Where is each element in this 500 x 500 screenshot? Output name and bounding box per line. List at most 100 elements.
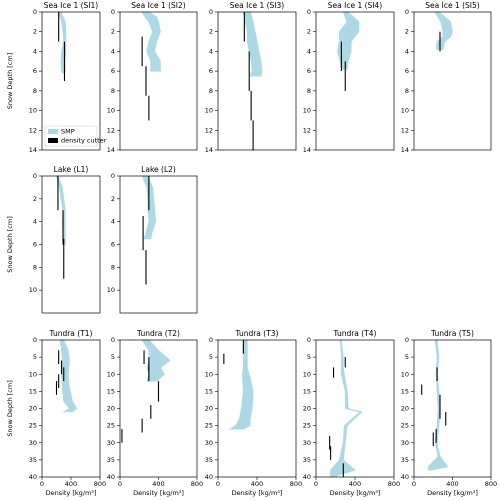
axes-frame <box>217 339 297 478</box>
y-tick-label: 35 <box>29 456 37 464</box>
panel-title: Tundra (T4) <box>333 329 377 338</box>
y-tick-label: 40 <box>107 473 115 481</box>
x-axis-label: Density [kg/m³] <box>46 489 97 497</box>
axes-frame <box>41 175 101 314</box>
y-axis-label: Snow Depth [cm] <box>6 53 14 109</box>
y-tick-label: 8 <box>33 263 37 271</box>
y-tick-label: 12 <box>29 126 37 134</box>
panel-title: Sea Ice 1 (SI2) <box>131 1 186 10</box>
y-tick-label: 10 <box>107 370 115 378</box>
axes-frame <box>217 11 297 151</box>
y-tick-label: 30 <box>29 439 37 447</box>
y-tick-label: 2 <box>33 28 37 36</box>
y-tick-label: 6 <box>307 67 311 75</box>
y-tick-label: 10 <box>29 370 37 378</box>
y-tick-label: 6 <box>111 241 115 249</box>
y-tick-label: 6 <box>405 67 409 75</box>
y-tick-label: 8 <box>111 87 115 95</box>
y-tick-label: 25 <box>303 422 311 430</box>
x-axis-label: Density [kg/m³] <box>133 489 184 497</box>
y-tick-label: 4 <box>209 47 213 55</box>
y-tick-label: 2 <box>33 195 37 203</box>
y-tick-label: 12 <box>107 126 115 134</box>
axes-frame <box>119 175 198 314</box>
x-axis-label: Density [kg/m³] <box>427 489 478 497</box>
y-tick-label: 35 <box>401 456 409 464</box>
smp-band <box>141 339 171 382</box>
x-tick-label: 0 <box>216 480 220 488</box>
smp-band <box>428 339 449 471</box>
y-tick-label: 14 <box>107 146 115 154</box>
y-tick-label: 2 <box>405 28 409 36</box>
y-tick-label: 20 <box>107 405 115 413</box>
y-tick-label: 6 <box>111 67 115 75</box>
x-tick-label: 800 <box>94 480 106 488</box>
y-tick-label: 10 <box>303 107 311 115</box>
y-tick-label: 14 <box>303 146 311 154</box>
x-tick-label: 0 <box>40 480 44 488</box>
y-tick-label: 10 <box>29 107 37 115</box>
axes-frame <box>413 339 492 478</box>
y-tick-label: 8 <box>33 87 37 95</box>
y-tick-label: 0 <box>405 336 409 344</box>
x-tick-label: 0 <box>412 480 416 488</box>
axes-frame <box>413 11 492 151</box>
smp-band <box>228 339 254 430</box>
y-tick-label: 10 <box>303 370 311 378</box>
legend-label: density cutter <box>61 137 107 145</box>
panel-title: Tundra (T1) <box>49 329 93 338</box>
axes-frame <box>41 11 101 151</box>
y-tick-label: 2 <box>307 28 311 36</box>
y-tick-label: 0 <box>209 8 213 16</box>
smp-band <box>59 339 78 413</box>
y-tick-label: 40 <box>205 473 213 481</box>
y-tick-label: 14 <box>29 146 37 154</box>
y-tick-label: 0 <box>33 8 37 16</box>
y-tick-label: 0 <box>111 8 115 16</box>
y-tick-label: 2 <box>111 195 115 203</box>
y-tick-label: 10 <box>401 370 409 378</box>
y-tick-label: 2 <box>209 28 213 36</box>
y-tick-label: 20 <box>29 405 37 413</box>
x-tick-label: 0 <box>118 480 122 488</box>
x-tick-label: 400 <box>152 480 164 488</box>
x-tick-label: 400 <box>65 480 77 488</box>
y-tick-label: 4 <box>33 47 37 55</box>
y-tick-label: 5 <box>307 353 311 361</box>
y-tick-label: 20 <box>205 405 213 413</box>
y-tick-label: 4 <box>33 218 37 226</box>
y-tick-label: 25 <box>401 422 409 430</box>
y-tick-label: 5 <box>33 353 37 361</box>
panel-title: Sea Ice 1 (SI5) <box>425 1 480 10</box>
y-tick-label: 14 <box>401 146 409 154</box>
y-tick-label: 6 <box>209 67 213 75</box>
panel-title: Tundra (T2) <box>136 329 180 338</box>
panel-title: Lake (L2) <box>141 165 176 174</box>
y-tick-label: 35 <box>303 456 311 464</box>
y-tick-label: 0 <box>405 8 409 16</box>
y-tick-label: 8 <box>209 87 213 95</box>
y-tick-label: 14 <box>205 146 213 154</box>
y-tick-label: 4 <box>405 47 409 55</box>
y-tick-label: 10 <box>401 107 409 115</box>
y-tick-label: 10 <box>205 107 213 115</box>
y-tick-label: 20 <box>303 405 311 413</box>
y-tick-label: 15 <box>303 387 311 395</box>
x-tick-label: 800 <box>290 480 302 488</box>
panel-title: Tundra (T5) <box>430 329 474 338</box>
y-tick-label: 15 <box>29 387 37 395</box>
y-tick-label: 0 <box>111 172 115 180</box>
y-tick-label: 6 <box>33 241 37 249</box>
y-tick-label: 25 <box>29 422 37 430</box>
y-tick-label: 0 <box>307 336 311 344</box>
smp-band <box>242 11 263 77</box>
panel-title: Sea Ice 1 (SI1) <box>44 1 99 10</box>
y-tick-label: 10 <box>107 107 115 115</box>
y-tick-label: 5 <box>111 353 115 361</box>
y-tick-label: 8 <box>307 87 311 95</box>
axes-frame <box>119 11 198 151</box>
y-tick-label: 4 <box>111 47 115 55</box>
panel-title: Sea Ice 1 (SI4) <box>328 1 383 10</box>
y-tick-label: 8 <box>111 263 115 271</box>
x-tick-label: 400 <box>349 480 361 488</box>
